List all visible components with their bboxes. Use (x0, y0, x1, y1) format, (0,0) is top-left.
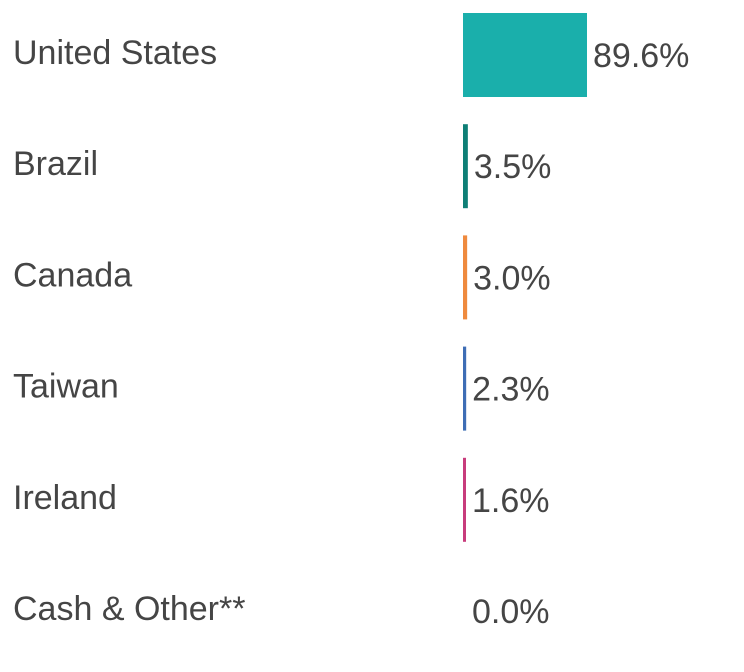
value-label: 89.6% (593, 37, 689, 75)
bar (463, 124, 468, 209)
bar (463, 13, 587, 97)
value-label: 3.0% (473, 259, 551, 297)
category-label: Taiwan (13, 368, 119, 406)
bar (463, 346, 467, 431)
value-label: 0.0% (472, 593, 550, 631)
category-label: Ireland (13, 479, 117, 517)
category-label: Cash & Other** (13, 590, 245, 628)
category-label: Brazil (13, 145, 98, 183)
value-label: 2.3% (472, 371, 550, 409)
category-label: Canada (13, 256, 132, 294)
value-label: 1.6% (472, 482, 550, 520)
category-label: United States (13, 34, 217, 72)
bar (463, 457, 466, 542)
value-label: 3.5% (474, 148, 552, 186)
bar (463, 235, 468, 320)
